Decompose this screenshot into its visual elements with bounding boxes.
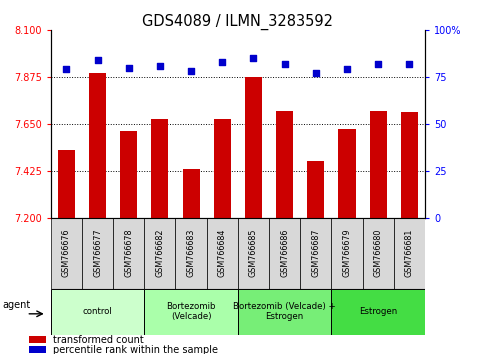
Bar (269, 218, 300, 289)
Bar (245, 77, 262, 218)
Bar (151, 119, 169, 218)
Text: GSM766683: GSM766683 (186, 229, 196, 277)
Text: GSM766680: GSM766680 (374, 229, 383, 277)
Point (343, 67, 351, 72)
Point (374, 61, 382, 67)
Bar (29, 336, 46, 343)
Text: GSM766685: GSM766685 (249, 229, 258, 278)
Text: agent: agent (2, 299, 31, 310)
Text: Bortezomib
(Velcade): Bortezomib (Velcade) (166, 302, 216, 321)
Bar (276, 112, 293, 218)
Text: GSM766686: GSM766686 (280, 229, 289, 277)
Text: GSM766684: GSM766684 (218, 229, 227, 277)
Text: GSM766676: GSM766676 (62, 229, 71, 278)
Bar (339, 129, 355, 218)
Point (218, 59, 226, 65)
Point (406, 61, 413, 67)
Point (250, 55, 257, 61)
Bar (144, 289, 238, 335)
Point (125, 65, 132, 70)
Bar (207, 218, 238, 289)
Bar (183, 169, 199, 218)
Point (281, 61, 288, 67)
Bar (113, 218, 144, 289)
Bar (300, 218, 331, 289)
Bar (238, 218, 269, 289)
Bar (51, 218, 82, 289)
Text: GSM766678: GSM766678 (124, 229, 133, 278)
Bar (331, 289, 425, 335)
Bar (401, 113, 418, 218)
Title: GDS4089 / ILMN_3283592: GDS4089 / ILMN_3283592 (142, 14, 333, 30)
Point (62, 67, 70, 72)
Text: percentile rank within the sample: percentile rank within the sample (53, 344, 218, 354)
Bar (51, 289, 144, 335)
Bar (369, 112, 387, 218)
Bar (120, 131, 137, 218)
Text: Bortezomib (Velcade) +
Estrogen: Bortezomib (Velcade) + Estrogen (233, 302, 336, 321)
Text: GSM766687: GSM766687 (312, 229, 320, 278)
Bar (331, 218, 363, 289)
Text: transformed count: transformed count (53, 335, 144, 345)
Point (156, 63, 164, 69)
Bar (29, 346, 46, 353)
Bar (175, 218, 207, 289)
Text: GSM766682: GSM766682 (156, 229, 164, 278)
Point (94, 57, 101, 63)
Bar (363, 218, 394, 289)
Bar (58, 150, 75, 218)
Point (187, 69, 195, 74)
Bar (144, 218, 175, 289)
Text: control: control (83, 307, 113, 316)
Text: GSM766677: GSM766677 (93, 229, 102, 278)
Text: GSM766679: GSM766679 (342, 229, 352, 278)
Bar (82, 218, 113, 289)
Bar (213, 119, 231, 218)
Bar (307, 161, 325, 218)
Text: GSM766681: GSM766681 (405, 229, 414, 277)
Bar (394, 218, 425, 289)
Point (312, 70, 320, 76)
Bar (89, 73, 106, 218)
Bar (238, 289, 331, 335)
Text: Estrogen: Estrogen (359, 307, 398, 316)
